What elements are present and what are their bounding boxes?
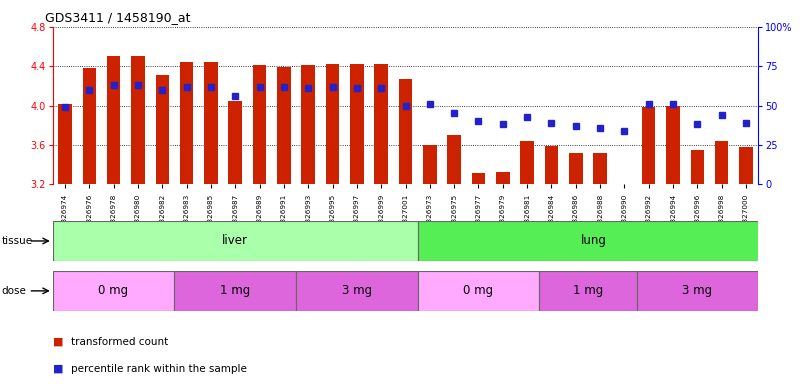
Text: transformed count: transformed count xyxy=(71,337,168,347)
Text: lung: lung xyxy=(581,235,607,247)
Bar xyxy=(539,271,637,311)
Text: 0 mg: 0 mg xyxy=(463,285,494,297)
Bar xyxy=(740,147,753,184)
Bar xyxy=(642,107,655,184)
Bar xyxy=(448,135,461,184)
Text: 1 mg: 1 mg xyxy=(573,285,603,297)
Bar xyxy=(58,104,71,184)
Bar xyxy=(53,221,418,261)
Text: 3 mg: 3 mg xyxy=(341,285,372,297)
Bar xyxy=(53,271,174,311)
Bar xyxy=(83,68,96,184)
Bar xyxy=(418,271,539,311)
Bar xyxy=(375,64,388,184)
Bar xyxy=(277,67,290,184)
Bar xyxy=(569,153,582,184)
Bar xyxy=(229,101,242,184)
Bar xyxy=(296,271,418,311)
Text: GDS3411 / 1458190_at: GDS3411 / 1458190_at xyxy=(45,12,190,25)
Bar xyxy=(350,64,363,184)
Text: liver: liver xyxy=(222,235,248,247)
Bar xyxy=(715,141,728,184)
Bar xyxy=(180,62,193,184)
Bar xyxy=(472,172,485,184)
Bar xyxy=(521,141,534,184)
Bar xyxy=(691,150,704,184)
Bar xyxy=(107,56,120,184)
Bar xyxy=(594,153,607,184)
Bar xyxy=(131,56,144,184)
Text: dose: dose xyxy=(2,286,27,296)
Text: percentile rank within the sample: percentile rank within the sample xyxy=(71,364,247,374)
Bar xyxy=(253,65,266,184)
Bar xyxy=(399,79,412,184)
Bar xyxy=(545,146,558,184)
Bar xyxy=(418,221,770,261)
Bar xyxy=(302,65,315,184)
Bar xyxy=(204,62,217,184)
Bar xyxy=(326,64,339,184)
Bar xyxy=(423,145,436,184)
Bar xyxy=(496,172,509,184)
Text: 3 mg: 3 mg xyxy=(682,285,713,297)
Bar xyxy=(637,271,758,311)
Bar xyxy=(667,106,680,184)
Bar xyxy=(156,75,169,184)
Text: ■: ■ xyxy=(53,337,63,347)
Text: ■: ■ xyxy=(53,364,63,374)
Text: tissue: tissue xyxy=(2,236,32,246)
Bar xyxy=(174,271,296,311)
Text: 0 mg: 0 mg xyxy=(98,285,129,297)
Text: 1 mg: 1 mg xyxy=(220,285,251,297)
